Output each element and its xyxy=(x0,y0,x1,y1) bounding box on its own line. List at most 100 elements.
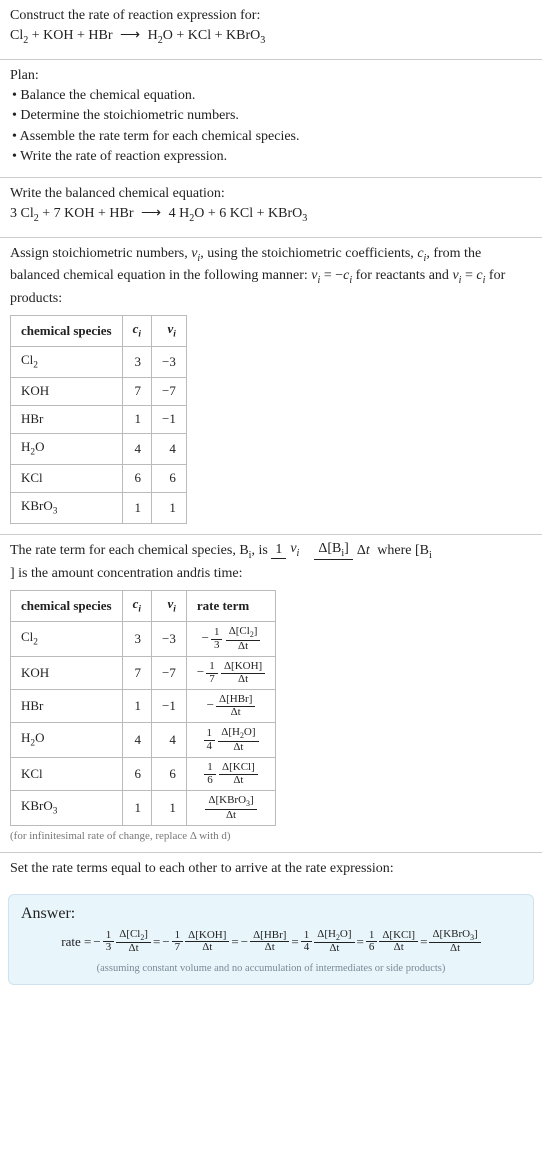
cell-species: H2O xyxy=(11,723,123,758)
cell-nui: 4 xyxy=(152,723,187,758)
balanced-equation: 3 Cl2 + 7 KOH + HBr ⟶ 4 H2O + 6 KCl + KB… xyxy=(10,206,307,221)
frac: Δ[KOH]Δt xyxy=(185,930,229,954)
table-row: KCl66 xyxy=(11,465,187,493)
frac: Δ[Cl2]Δt xyxy=(116,929,151,955)
eq-sign: = xyxy=(153,934,160,950)
cell-species: HBr xyxy=(11,406,123,434)
col-rate-term: rate term xyxy=(186,590,275,621)
cell-nui: −7 xyxy=(152,378,187,406)
cell-rate-term: −13 Δ[Cl2]Δt xyxy=(186,622,275,657)
plan-bullet: • Balance the chemical equation. xyxy=(10,86,532,106)
frac: Δ[KBrO3]Δt xyxy=(429,929,480,955)
cell-ci: 3 xyxy=(122,622,151,657)
plan-title: Plan: xyxy=(10,66,532,86)
cell-species: Cl2 xyxy=(11,622,123,657)
cell-species: KCl xyxy=(11,465,123,493)
eq-sign: = xyxy=(291,934,298,950)
cell-species: HBr xyxy=(11,690,123,723)
table-row: KBrO311 xyxy=(11,493,187,524)
cell-rate-term: −17 Δ[KOH]Δt xyxy=(186,657,275,690)
frac: 13 xyxy=(103,930,115,954)
cell-rate-term: 16 Δ[KCl]Δt xyxy=(186,758,275,791)
table-row: H2O 4 4 14 Δ[H2O]Δt xyxy=(11,723,276,758)
cell-ci: 1 xyxy=(122,493,151,524)
plan-bullet: • Determine the stoichiometric numbers. xyxy=(10,106,532,126)
frac: 16 xyxy=(366,930,378,954)
col-species: chemical species xyxy=(11,316,123,347)
cell-ci: 1 xyxy=(122,791,151,826)
cell-ci: 6 xyxy=(122,465,151,493)
rate-label: rate = xyxy=(61,934,91,950)
section-rate-terms: The rate term for each chemical species,… xyxy=(0,535,542,826)
cell-nui: −3 xyxy=(152,622,187,657)
table-header-row: chemical species ci νi rate term xyxy=(11,590,276,621)
cell-nui: 1 xyxy=(152,791,187,826)
lhs-rest: + KOH + HBr xyxy=(28,28,112,43)
prompt-title: Construct the rate of reaction expressio… xyxy=(10,6,532,26)
cell-species: Cl2 xyxy=(11,347,123,378)
lhs: 3 Cl2 + 7 KOH + HBr xyxy=(10,206,134,221)
frac-1-nui: 1νi xyxy=(271,542,303,559)
rate-term-text: The rate term for each chemical species,… xyxy=(10,543,432,580)
col-ci: ci xyxy=(122,316,151,347)
section-balanced: Write the balanced chemical equation: 3 … xyxy=(0,178,542,238)
table-row: KBrO3 1 1 Δ[KBrO3]Δt xyxy=(11,791,276,826)
col-nui: νi xyxy=(152,590,187,621)
eq-sign: = xyxy=(357,934,364,950)
cell-species: KCl xyxy=(11,758,123,791)
cell-nui: −7 xyxy=(152,657,187,690)
answer-equation: rate = − 13 Δ[Cl2]Δt = − 17 Δ[KOH]Δt = −… xyxy=(21,929,521,955)
answer-title: Answer: xyxy=(21,905,521,923)
neg-sign: − xyxy=(93,934,100,950)
cell-species: H2O xyxy=(11,434,123,465)
table-row: HBr1−1 xyxy=(11,406,187,434)
cell-species: KBrO3 xyxy=(11,493,123,524)
section-prompt: Construct the rate of reaction expressio… xyxy=(0,0,542,60)
cell-species: KBrO3 xyxy=(11,791,123,826)
cell-nui: −3 xyxy=(152,347,187,378)
frac: 14 xyxy=(301,930,313,954)
table-row: Cl2 3 −3 −13 Δ[Cl2]Δt xyxy=(11,622,276,657)
frac: Δ[H2O]Δt xyxy=(314,929,354,955)
eq-sign: = xyxy=(420,934,427,950)
frac-dBi-dt: Δ[Bi]Δt xyxy=(314,542,373,560)
rate-terms-table: chemical species ci νi rate term Cl2 3 −… xyxy=(10,590,276,827)
table-header-row: chemical species ci νi xyxy=(11,316,187,347)
cell-nui: 1 xyxy=(152,493,187,524)
cell-ci: 3 xyxy=(122,347,151,378)
balanced-title: Write the balanced chemical equation: xyxy=(10,184,532,204)
table-row: KCl 6 6 16 Δ[KCl]Δt xyxy=(11,758,276,791)
section-stoich: Assign stoichiometric numbers, νi, using… xyxy=(0,238,542,535)
frac: Δ[HBr]Δt xyxy=(250,930,289,954)
neg-sign: − xyxy=(241,934,248,950)
plan-bullet: • Assemble the rate term for each chemic… xyxy=(10,127,532,147)
answer-hint: (assuming constant volume and no accumul… xyxy=(21,963,521,974)
footnote-infinitesimal: (for infinitesimal rate of change, repla… xyxy=(0,826,542,853)
cell-ci: 7 xyxy=(122,378,151,406)
rate-expr-title: Set the rate terms equal to each other t… xyxy=(10,859,532,879)
cell-nui: 6 xyxy=(152,758,187,791)
cell-rate-term: Δ[KBrO3]Δt xyxy=(186,791,275,826)
col-ci: ci xyxy=(122,590,151,621)
reaction-arrow: ⟶ xyxy=(137,206,165,221)
cell-nui: 4 xyxy=(152,434,187,465)
cell-ci: 4 xyxy=(122,723,151,758)
stoich-table: chemical species ci νi Cl23−3 KOH7−7 HBr… xyxy=(10,315,187,524)
stoich-text: Assign stoichiometric numbers, νi, using… xyxy=(10,244,532,309)
species-h2o: H2 xyxy=(148,28,163,43)
cell-ci: 4 xyxy=(122,434,151,465)
table-row: H2O44 xyxy=(11,434,187,465)
frac: 17 xyxy=(172,930,184,954)
cell-ci: 7 xyxy=(122,657,151,690)
cell-ci: 1 xyxy=(122,690,151,723)
col-nui: νi xyxy=(152,316,187,347)
cell-nui: −1 xyxy=(152,406,187,434)
eq-sign: = xyxy=(231,934,238,950)
cell-nui: −1 xyxy=(152,690,187,723)
plan-bullet: • Write the rate of reaction expression. xyxy=(10,147,532,167)
rhs: 4 H2O + 6 KCl + KBrO3 xyxy=(169,206,308,221)
cell-ci: 6 xyxy=(122,758,151,791)
section-plan: Plan: • Balance the chemical equation. •… xyxy=(0,60,542,178)
table-row: Cl23−3 xyxy=(11,347,187,378)
col-species: chemical species xyxy=(11,590,123,621)
